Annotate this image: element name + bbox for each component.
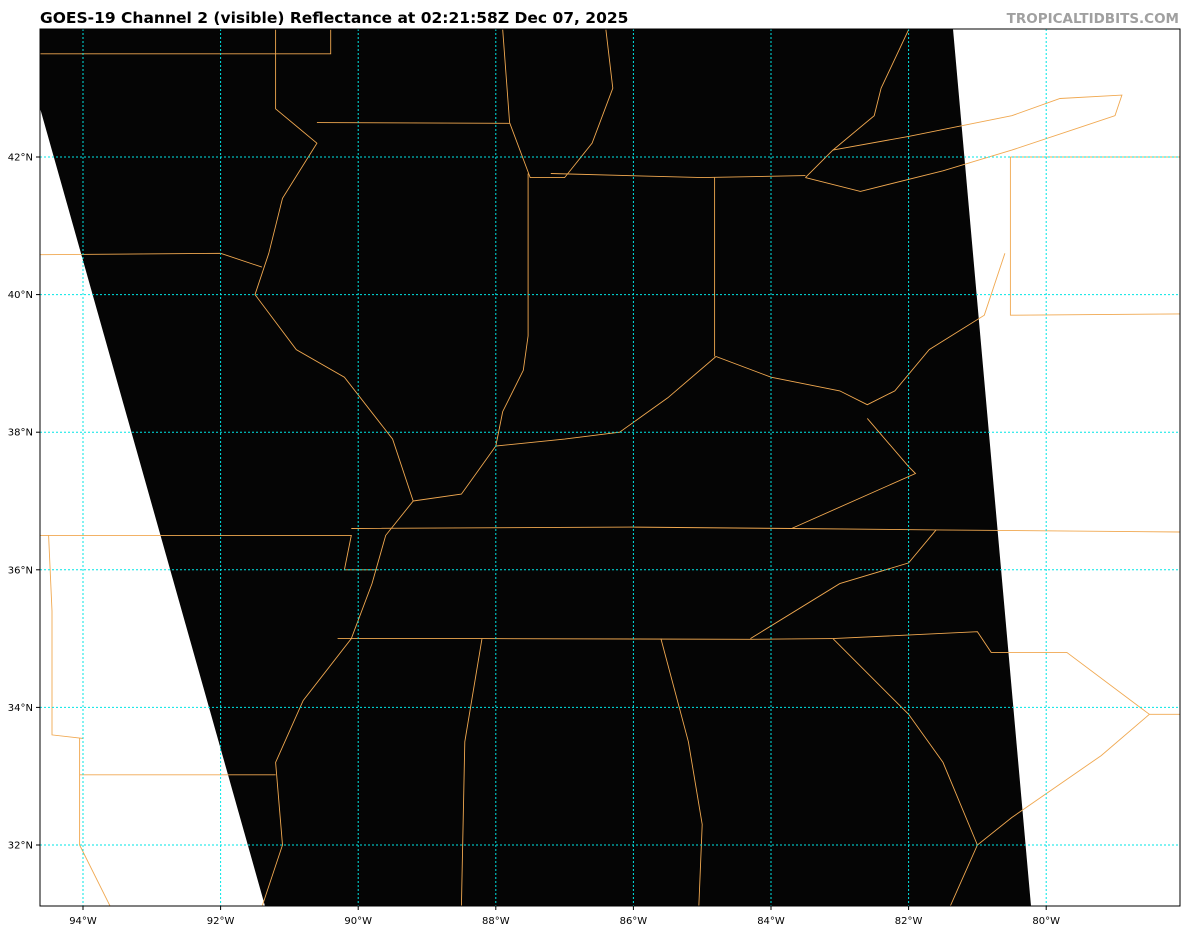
border-line bbox=[79, 738, 111, 906]
lat-tick-label: 42°N bbox=[8, 153, 33, 164]
lon-tick-label: 90°W bbox=[344, 916, 372, 927]
border-line bbox=[832, 631, 1150, 715]
lon-tick-label: 88°W bbox=[482, 916, 510, 927]
border-line bbox=[660, 638, 703, 906]
lon-tick-label: 92°W bbox=[207, 916, 235, 927]
border-line bbox=[316, 122, 510, 124]
border-line bbox=[337, 638, 833, 640]
border-line bbox=[502, 29, 614, 179]
border-line bbox=[832, 638, 978, 846]
map-frame bbox=[39, 28, 1181, 907]
lat-tick-label: 32°N bbox=[8, 841, 33, 852]
lat-tick-label: 34°N bbox=[8, 703, 33, 714]
lat-tick-label: 38°N bbox=[8, 428, 33, 439]
border-line bbox=[495, 173, 529, 447]
imagery-swath bbox=[40, 29, 1031, 906]
border-line bbox=[48, 535, 84, 739]
lon-tick-label: 94°W bbox=[69, 916, 97, 927]
border-line bbox=[413, 253, 1006, 502]
border-line bbox=[550, 173, 806, 179]
border-line bbox=[791, 418, 917, 529]
border-line bbox=[1009, 157, 1180, 316]
lon-tick-label: 84°W bbox=[757, 916, 785, 927]
lat-tick-label: 36°N bbox=[8, 565, 33, 576]
border-line bbox=[949, 713, 1180, 906]
border-line bbox=[750, 529, 937, 639]
border-line bbox=[40, 29, 332, 55]
credit-watermark: TROPICALTIDBITS.COM bbox=[1006, 11, 1179, 27]
map-title: GOES-19 Channel 2 (visible) Reflectance … bbox=[40, 9, 629, 27]
lon-tick-label: 82°W bbox=[895, 916, 923, 927]
border-line bbox=[254, 29, 414, 906]
lon-tick-label: 86°W bbox=[620, 916, 648, 927]
border-line bbox=[460, 638, 483, 906]
border-line bbox=[805, 94, 1123, 192]
lon-tick-label: 80°W bbox=[1032, 916, 1060, 927]
border-line bbox=[832, 29, 910, 151]
lat-tick-label: 40°N bbox=[8, 290, 33, 301]
